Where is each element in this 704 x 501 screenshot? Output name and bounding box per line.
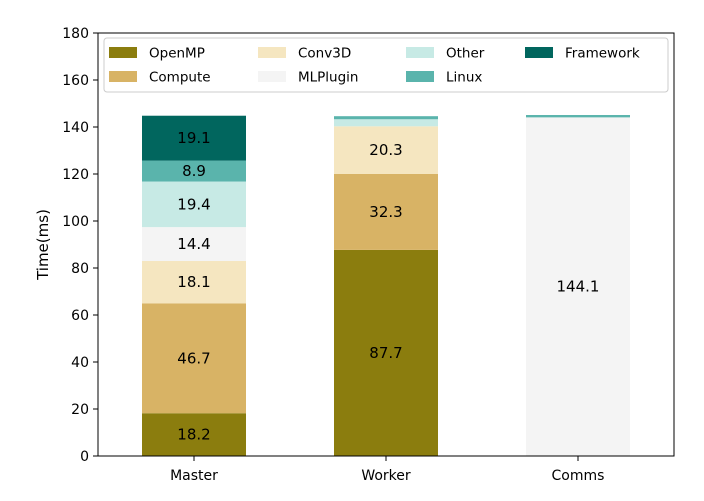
bar-segment-comms-mlplugin xyxy=(526,117,630,457)
y-tick-label: 160 xyxy=(62,73,89,89)
data-label-master-mlplugin: 14.4 xyxy=(177,235,210,253)
legend-label-other: Other xyxy=(446,46,485,62)
y-tick-label: 40 xyxy=(71,355,89,371)
y-tick-label: 60 xyxy=(71,308,89,324)
legend-swatch-openmp xyxy=(109,47,137,58)
bar-segment-master-compute xyxy=(142,303,246,414)
legend-label-compute: Compute xyxy=(149,70,211,86)
x-tick-label-worker: Worker xyxy=(361,468,411,484)
legend-label-mlplugin: MLPlugin xyxy=(298,70,359,86)
legend-label-openmp: OpenMP xyxy=(149,46,205,62)
bar-segment-master-openmp xyxy=(142,413,246,456)
legend-swatch-conv3d xyxy=(258,47,286,58)
data-label-master-linux: 8.9 xyxy=(182,162,206,180)
bar-segment-worker-compute xyxy=(334,174,438,250)
bar-segment-master-mlplugin xyxy=(142,227,246,261)
y-axis-title: Time(ms) xyxy=(34,209,52,281)
bar-segment-worker-other xyxy=(334,119,438,127)
y-tick-label: 20 xyxy=(71,402,89,418)
data-label-worker-openmp: 87.7 xyxy=(369,344,402,362)
data-label-comms-mlplugin: 144.1 xyxy=(557,278,600,296)
data-label-master-other: 19.4 xyxy=(177,195,210,213)
x-tick-label-master: Master xyxy=(170,468,218,484)
data-label-worker-compute: 32.3 xyxy=(369,203,402,221)
data-label-master-conv3d: 18.1 xyxy=(177,273,210,291)
y-tick-label: 140 xyxy=(62,120,89,136)
bar-segment-master-other xyxy=(142,181,246,228)
legend-swatch-framework xyxy=(525,47,553,58)
legend-swatch-compute xyxy=(109,71,137,82)
bar-segment-comms-linux xyxy=(526,115,630,118)
y-tick-label: 0 xyxy=(80,449,89,465)
y-tick-label: 80 xyxy=(71,261,89,277)
bar-segment-worker-openmp xyxy=(334,249,438,456)
bar-segment-master-framework xyxy=(142,115,246,161)
y-tick-label: 180 xyxy=(62,26,89,42)
data-label-master-openmp: 18.2 xyxy=(177,426,210,444)
y-tick-label: 100 xyxy=(62,214,89,230)
y-tick-label: 120 xyxy=(62,167,89,183)
data-label-master-framework: 19.1 xyxy=(177,129,210,147)
axes-layer: 0 20 40 60 80 100 120 140 160 180 Master Worker Comm… xyxy=(34,26,675,484)
bar-segment-master-conv3d xyxy=(142,260,246,304)
legend-label-linux: Linux xyxy=(446,70,482,86)
bar-segment-worker-linux xyxy=(334,116,438,120)
legend-label-conv3d: Conv3D xyxy=(298,46,351,62)
x-tick-label-comms: Comms xyxy=(552,468,605,484)
data-label-worker-conv3d: 20.3 xyxy=(369,141,402,159)
legend-swatch-mlplugin xyxy=(258,71,286,82)
legend-swatch-other xyxy=(406,47,434,58)
bars-layer: 18.2 46.7 18.1 14.4 19.4 8.9 19.1 87.7 32.3 20.3 1… xyxy=(142,115,630,457)
legend-swatch-linux xyxy=(406,71,434,82)
legend-label-framework: Framework xyxy=(565,46,640,62)
legend: OpenMP Compute Conv3D MLPlugin Other Linux Fra… xyxy=(103,37,669,93)
data-label-master-compute: 46.7 xyxy=(177,349,210,367)
bar-segment-worker-conv3d xyxy=(334,126,438,174)
bar-segment-master-linux xyxy=(142,160,246,182)
